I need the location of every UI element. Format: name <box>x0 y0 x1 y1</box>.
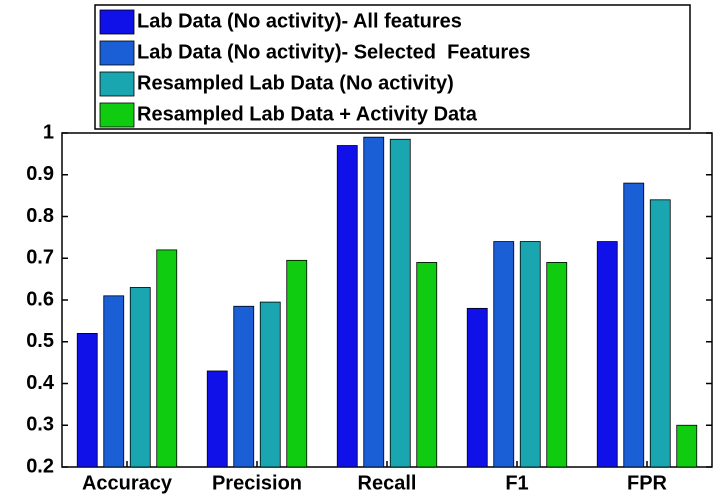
y-tick-label: 1 <box>43 121 54 143</box>
bar <box>596 241 618 468</box>
legend-swatch <box>99 9 135 35</box>
bar <box>416 262 438 468</box>
bar <box>259 301 281 468</box>
y-tick-label: 0.2 <box>26 455 54 477</box>
bar <box>493 241 515 468</box>
x-tick-label: Precision <box>212 472 302 494</box>
bar <box>103 295 125 468</box>
bar <box>129 287 151 468</box>
bar <box>649 199 671 468</box>
bar <box>546 262 568 468</box>
bar <box>389 138 411 468</box>
bar <box>363 136 385 468</box>
y-tick-label: 0.7 <box>26 247 54 269</box>
bar <box>519 241 541 468</box>
bar <box>466 307 488 468</box>
x-tick-label: Accuracy <box>82 472 173 494</box>
x-tick-label: FPR <box>627 472 668 494</box>
bar <box>336 145 358 468</box>
bar <box>156 249 178 468</box>
x-tick-label: Recall <box>358 472 417 494</box>
bar <box>233 305 255 468</box>
bar <box>623 182 645 468</box>
legend-swatch <box>99 102 135 128</box>
legend-label: Resampled Lab Data (No activity) <box>137 72 454 94</box>
legend-swatch <box>99 40 135 66</box>
bar <box>286 259 308 468</box>
y-tick-label: 0.8 <box>26 205 54 227</box>
y-tick-label: 0.3 <box>26 414 54 436</box>
legend-label: Lab Data (No activity)- Selected Feature… <box>137 41 530 63</box>
legend-label: Lab Data (No activity)- All features <box>137 10 462 32</box>
bar <box>76 332 98 468</box>
x-tick-label: F1 <box>505 472 528 494</box>
bar <box>676 424 698 468</box>
legend-swatch <box>99 71 135 97</box>
legend-label: Resampled Lab Data + Activity Data <box>137 103 478 125</box>
bar <box>206 370 228 468</box>
y-tick-label: 0.4 <box>26 372 55 394</box>
legend-box <box>94 4 691 130</box>
y-tick-label: 0.5 <box>26 330 54 352</box>
y-tick-label: 0.6 <box>26 288 54 310</box>
y-tick-label: 0.9 <box>26 163 54 185</box>
